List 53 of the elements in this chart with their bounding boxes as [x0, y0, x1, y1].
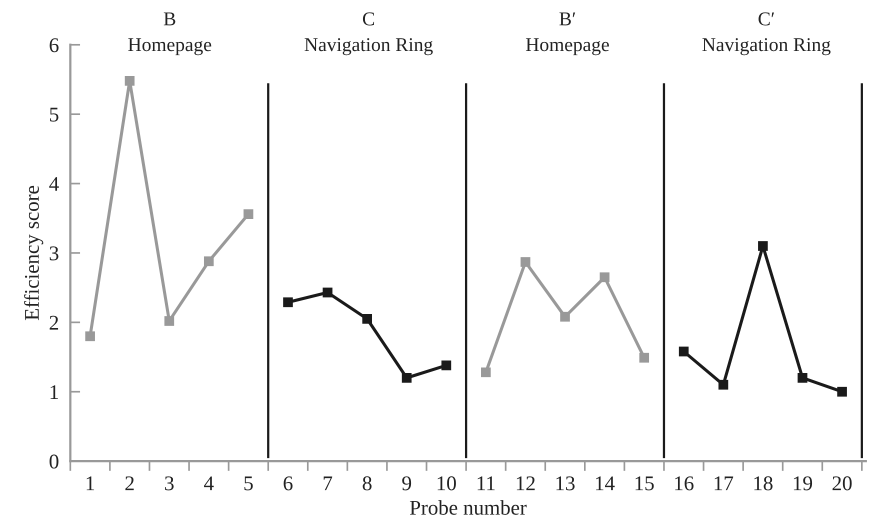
point — [85, 331, 95, 342]
x-tick-label: 5 — [244, 476, 253, 490]
point — [204, 256, 214, 266]
y-tick-label: 2 — [50, 316, 58, 330]
x-tick-label: 15 — [636, 476, 654, 490]
point — [560, 312, 570, 322]
point — [481, 367, 491, 378]
point — [600, 272, 610, 282]
point — [798, 372, 808, 383]
x-tick-label: 13 — [556, 476, 575, 490]
point — [837, 386, 847, 397]
x-tick-label: 9 — [402, 476, 412, 490]
x-tick-label: 4 — [204, 476, 214, 490]
point — [362, 314, 372, 324]
x-tick-label: 11 — [478, 476, 495, 490]
point — [678, 346, 689, 356]
point — [124, 76, 135, 86]
x-tick-label: 17 — [714, 476, 734, 490]
annotation: B Homepage — [128, 12, 212, 56]
point — [718, 380, 728, 390]
point — [639, 352, 650, 363]
x-axis-title: Probe number — [410, 500, 527, 515]
x-tick-label: 12 — [516, 476, 535, 490]
y-tick-label: 3 — [50, 246, 58, 260]
y-tick-label: 0 — [50, 454, 58, 469]
y-tick-label: 5 — [50, 108, 58, 122]
y-tick-label: 6 — [50, 38, 59, 52]
y-tick-label: 1 — [50, 385, 58, 399]
point — [441, 360, 452, 370]
point — [520, 257, 530, 267]
annotation: B′ Homepage — [526, 12, 609, 56]
x-tick-label: 10 — [438, 476, 456, 490]
point — [322, 288, 332, 298]
y-axis-title: Efficiency score — [24, 186, 44, 320]
x-tick-label: 16 — [675, 476, 694, 490]
annotation: C′ Navigation Ring — [702, 12, 831, 56]
point — [402, 372, 412, 383]
point — [164, 316, 174, 326]
point — [758, 241, 768, 251]
x-tick-label: 8 — [362, 476, 372, 490]
x-tick-label: 14 — [596, 476, 615, 490]
x-tick-label: 1 — [86, 476, 94, 490]
x-tick-label: 3 — [165, 476, 174, 490]
x-tick-label: 7 — [324, 476, 332, 490]
x-tick-label: 2 — [125, 476, 134, 490]
x-tick-label: 20 — [832, 476, 852, 490]
x-tick-label: 18 — [754, 476, 773, 490]
y-tick-label: 4 — [49, 177, 59, 191]
point — [283, 297, 293, 308]
x-tick-label: 6 — [284, 476, 293, 490]
annotation: C Navigation Ring — [304, 12, 433, 56]
x-tick-label: 19 — [794, 476, 812, 490]
point — [244, 209, 254, 219]
